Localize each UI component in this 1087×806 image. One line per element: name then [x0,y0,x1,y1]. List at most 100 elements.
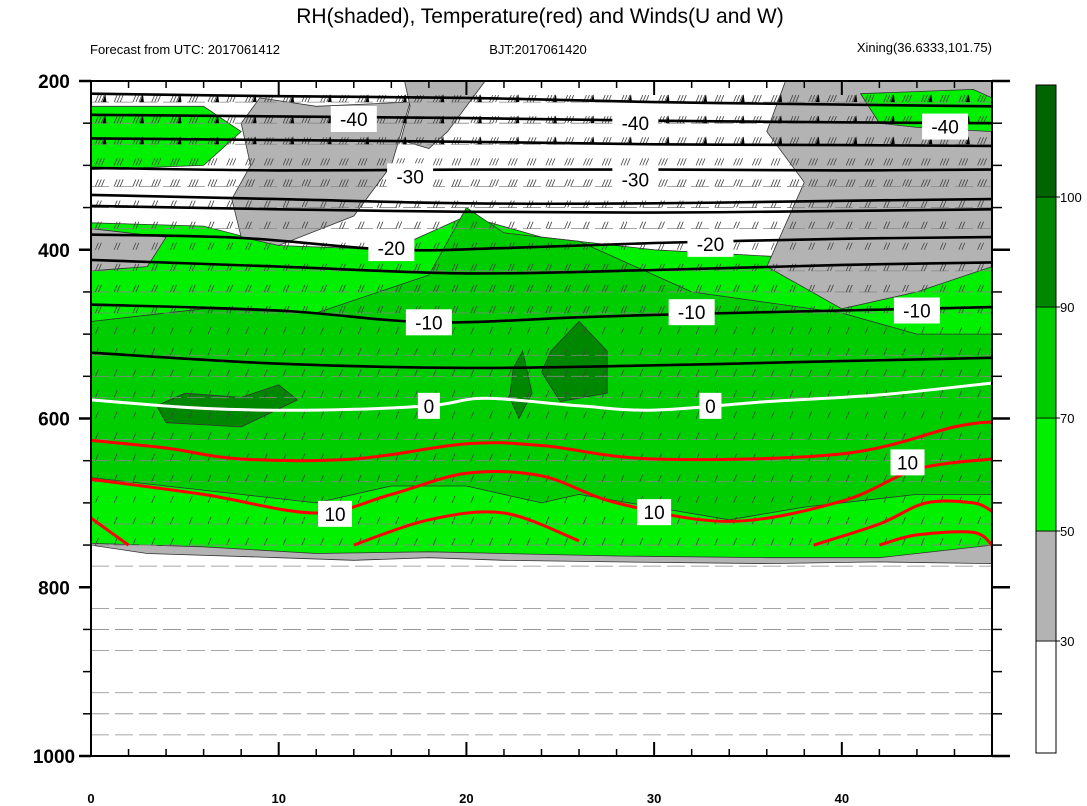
wind-barb [751,179,762,187]
barb-feather [213,179,218,187]
barb-feather [510,158,515,166]
barb-feather [977,179,981,187]
barb-feather [754,158,759,166]
barb-feather [398,284,403,293]
barb-feather [942,284,947,293]
barb-feather [848,158,853,166]
wind-barb [977,326,981,335]
barb-feather [113,158,118,166]
wind-barb [864,495,869,504]
barb-feather [714,137,719,145]
barb-feather [95,326,99,335]
wind-barb [113,474,118,482]
wind-barb [845,453,850,461]
barb-feather [845,432,850,440]
barb-feather [811,94,816,103]
wind-barb [357,411,362,419]
wind-barb [170,432,174,440]
barb-feather [564,179,569,187]
wind-barb [958,326,963,335]
barb-feather [417,221,421,229]
barb-feather [601,369,606,377]
barb-feather [827,390,831,398]
barb-feather [323,221,328,229]
rh-region-green90 [156,384,299,428]
barb-feather [207,242,212,250]
wind-barb [977,474,981,482]
barb-feather [451,390,456,398]
barb-feather [382,158,387,166]
barb-feather [586,305,590,314]
barb-feather [889,179,894,187]
barb-feather [170,369,174,377]
barb-feather [548,305,553,314]
isotherm--35 [91,166,992,172]
wind-barb [583,474,587,482]
wind-barb [339,221,346,229]
barb-feather [304,284,309,293]
barb-feather [376,474,381,482]
barb-feather [902,158,906,166]
barb-feather [939,369,944,377]
barb-feather [151,432,156,440]
barb-feather [811,137,816,145]
wind-barb [113,116,124,124]
barb-feather [326,158,331,166]
barb-feather [770,537,775,546]
wind-barb [432,369,437,377]
barb-feather [95,263,99,272]
barb-feather [226,179,231,187]
barb-feather [507,284,512,293]
wind-barb [827,221,834,229]
wind-barb [151,432,156,440]
barb-feather [620,326,625,335]
barb-feather [698,94,703,103]
wind-barb [95,369,99,377]
wind-barb [226,348,231,356]
barb-feather [695,221,700,229]
wind-barb [263,474,268,482]
barb-feather [902,179,906,187]
barb-feather [733,474,737,482]
barb-feather [304,179,309,187]
barb-feather [132,411,137,419]
barb-feather [864,348,869,356]
wind-barb [808,136,820,145]
barb-feather [757,158,762,166]
barb-feather [751,495,756,504]
wind-barb [789,537,794,546]
isotherm-label: 10 [637,499,672,526]
wind-barb [170,411,174,419]
barb-feather [188,263,193,272]
barb-feather [545,495,550,504]
wind-barb [564,179,575,187]
barb-feather [210,158,215,166]
wind-barb [507,179,518,187]
barb-pennant [890,115,895,124]
barb-feather [811,284,816,293]
wind-barb [601,390,606,398]
barb-feather [151,326,156,335]
wind-barb [263,242,271,250]
barb-feather [170,179,174,187]
barb-feather [435,158,440,166]
barb-feather [867,158,872,166]
wind-barb [751,242,759,250]
barb-feather [229,179,234,187]
barb-feather [583,326,587,335]
barb-feather [733,432,737,440]
barb-feather [883,200,888,208]
barb-feather [395,537,400,546]
barb-feather [583,158,587,166]
wind-barb [263,221,271,229]
wind-barb [489,537,493,546]
wind-barb [733,390,737,398]
barb-feather [176,158,180,166]
barb-feather [395,284,400,293]
barb-feather [604,158,609,166]
barb-feather [867,94,872,103]
barb-feather [132,537,137,546]
barb-feather [720,179,725,187]
barb-feather [977,284,981,293]
